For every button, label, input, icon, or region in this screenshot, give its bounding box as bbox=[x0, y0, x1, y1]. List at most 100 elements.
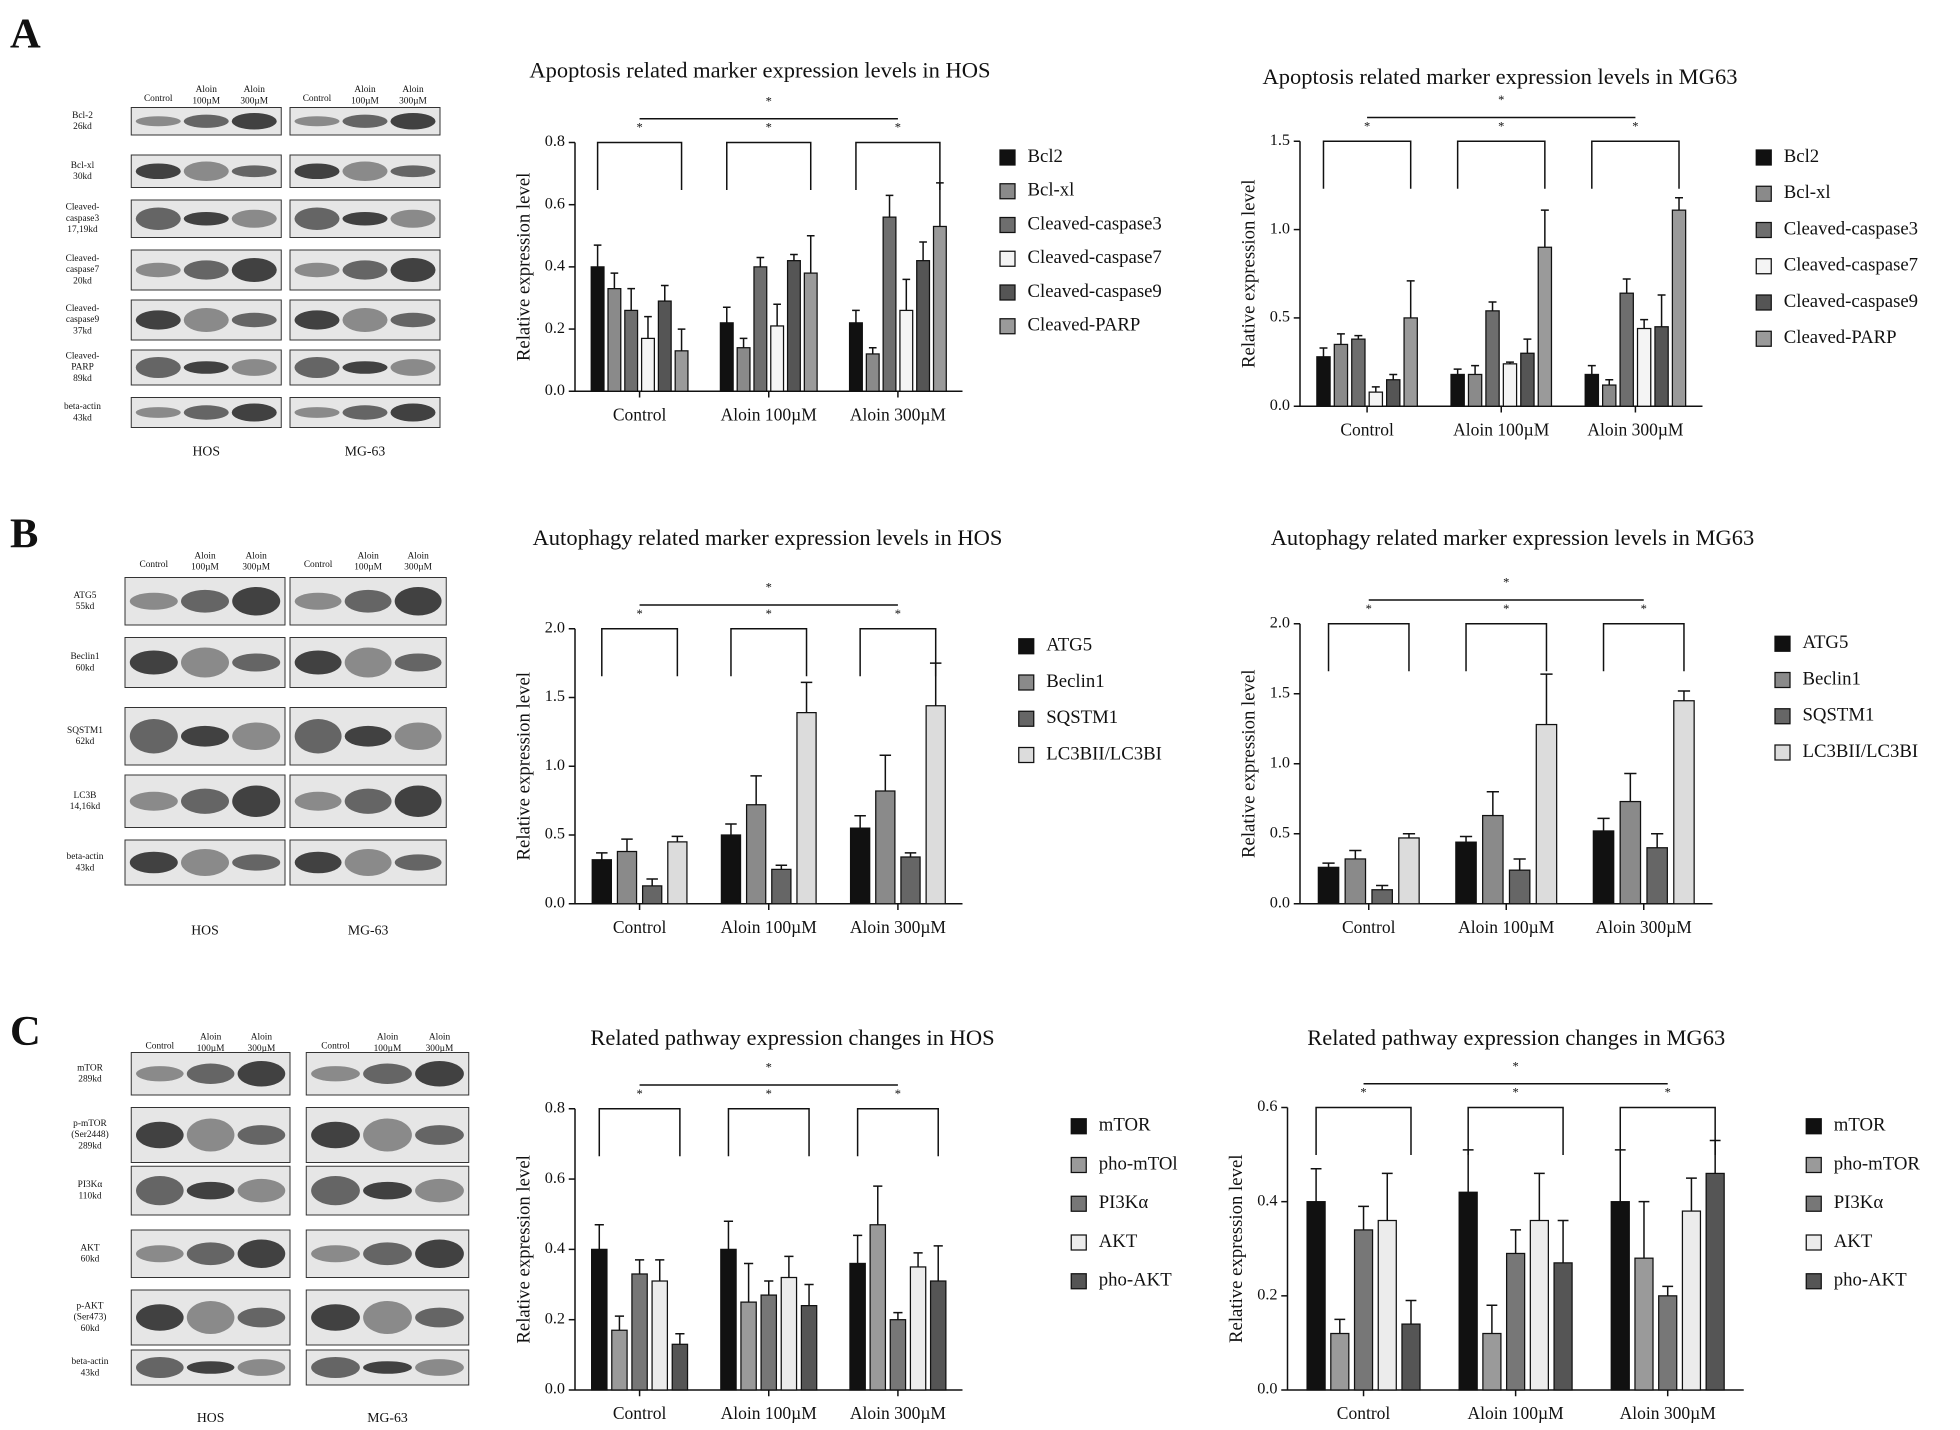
lane-header: 100µM bbox=[351, 96, 379, 106]
protein-label: 14,16kd bbox=[70, 802, 101, 812]
bar bbox=[740, 1301, 757, 1391]
significance-bracket bbox=[859, 628, 937, 677]
error-bar bbox=[644, 315, 652, 339]
bar bbox=[803, 272, 818, 392]
error-bar bbox=[804, 1283, 814, 1306]
significance-marker: * bbox=[1513, 1059, 1519, 1073]
blot-band bbox=[311, 1245, 360, 1263]
significance-marker: * bbox=[766, 1061, 772, 1075]
panel-letter: C bbox=[10, 1008, 41, 1055]
significance-marker: * bbox=[1632, 119, 1638, 133]
bar bbox=[745, 804, 767, 905]
significance-bracket bbox=[726, 141, 812, 190]
y-tick-label: 0.6 bbox=[545, 1169, 565, 1187]
error-bar bbox=[614, 1315, 625, 1331]
significance-marker: * bbox=[1366, 602, 1372, 616]
significance-bracket bbox=[1619, 1106, 1716, 1155]
bar bbox=[780, 1276, 798, 1391]
blot-band bbox=[183, 212, 229, 226]
error-bar bbox=[621, 838, 633, 852]
error-bar bbox=[1389, 373, 1398, 380]
lane-header: 100µM bbox=[354, 563, 382, 573]
legend-swatch bbox=[1805, 1195, 1822, 1212]
legend-label: pho-mTOl bbox=[1099, 1153, 1178, 1174]
lane-header: 100µM bbox=[192, 96, 220, 106]
blot-band bbox=[390, 359, 436, 376]
y-axis-label: Relative expression level bbox=[513, 1155, 534, 1343]
legend-label: PI3Kα bbox=[1834, 1192, 1884, 1213]
protein-label: Cleaved- bbox=[66, 254, 100, 264]
protein-label: 55kd bbox=[76, 602, 95, 612]
blot-band bbox=[415, 1061, 464, 1087]
error-bar bbox=[933, 1245, 943, 1282]
error-bar bbox=[854, 815, 866, 829]
x-tick-label: Aloin 100µM bbox=[1453, 419, 1550, 439]
y-tick-label: 0.4 bbox=[545, 257, 565, 275]
bar bbox=[1520, 352, 1535, 407]
error-bar bbox=[627, 287, 636, 311]
error-bar bbox=[1462, 1149, 1474, 1193]
error-bar bbox=[1459, 835, 1473, 843]
legend-swatch bbox=[999, 216, 1016, 234]
bar bbox=[1529, 1219, 1549, 1391]
y-tick-label: 0.0 bbox=[1257, 1380, 1277, 1398]
lane-header: Aloin bbox=[402, 85, 424, 95]
protein-label: 110kd bbox=[78, 1191, 101, 1201]
bar bbox=[1535, 723, 1558, 905]
legend-swatch bbox=[1070, 1195, 1087, 1212]
lane-header: Control bbox=[146, 1041, 175, 1051]
y-tick-label: 0.0 bbox=[1270, 893, 1290, 911]
blot-band bbox=[394, 653, 442, 672]
legend-swatch bbox=[1755, 330, 1772, 347]
blot-band bbox=[181, 725, 230, 747]
legend-swatch bbox=[1805, 1234, 1822, 1251]
protein-label: p-mTOR bbox=[73, 1119, 107, 1129]
lane-header: 300µM bbox=[404, 563, 432, 573]
blot-band bbox=[232, 587, 281, 616]
y-tick-label: 0.2 bbox=[545, 319, 565, 337]
error-bar bbox=[1486, 1304, 1498, 1334]
blot-band bbox=[183, 260, 229, 280]
error-bar bbox=[1638, 1200, 1650, 1259]
blot-band bbox=[231, 165, 277, 178]
x-tick-label: Control bbox=[613, 917, 667, 937]
y-axis-label: Relative expression level bbox=[513, 672, 534, 860]
error-bar bbox=[868, 346, 877, 354]
blot-band bbox=[136, 1121, 184, 1149]
x-tick-label: Aloin 300µM bbox=[850, 917, 947, 937]
legend-label: Bcl2 bbox=[1784, 146, 1819, 167]
blot-band bbox=[342, 114, 388, 128]
error-bar bbox=[1354, 334, 1363, 340]
significance-marker: * bbox=[636, 607, 642, 621]
error-bar bbox=[1319, 347, 1328, 357]
significance-bracket bbox=[856, 1108, 939, 1157]
significance-bracket bbox=[1465, 623, 1548, 672]
error-bar bbox=[1486, 791, 1499, 816]
blot-band bbox=[342, 161, 388, 181]
lane-header: Aloin bbox=[354, 85, 376, 95]
legend-label: SQSTM1 bbox=[1803, 705, 1875, 726]
bar bbox=[1316, 356, 1331, 407]
protein-label: 17,19kd bbox=[67, 225, 98, 235]
protein-label: 26kd bbox=[73, 122, 92, 132]
bar bbox=[667, 841, 688, 905]
error-bar bbox=[1334, 1318, 1346, 1334]
bar bbox=[1584, 373, 1600, 407]
bar bbox=[590, 266, 605, 392]
error-bar bbox=[675, 1333, 685, 1345]
bar bbox=[1351, 338, 1366, 407]
x-tick-label: Aloin 100µM bbox=[1458, 917, 1555, 937]
legend-label: LC3BII/LC3BI bbox=[1803, 741, 1919, 762]
blot-band bbox=[181, 647, 230, 678]
blot-band bbox=[390, 312, 436, 328]
blot-band bbox=[363, 1063, 412, 1084]
significance-bracket bbox=[596, 141, 683, 190]
lane-header: 300µM bbox=[426, 1044, 454, 1054]
error-bar bbox=[744, 1262, 754, 1303]
legend-label: pho-AKT bbox=[1834, 1270, 1907, 1291]
bar bbox=[641, 885, 663, 905]
significance-bracket bbox=[1467, 1106, 1564, 1155]
legend-swatch bbox=[999, 183, 1016, 200]
lane-header: Aloin bbox=[357, 551, 379, 561]
bar bbox=[1705, 1172, 1725, 1391]
